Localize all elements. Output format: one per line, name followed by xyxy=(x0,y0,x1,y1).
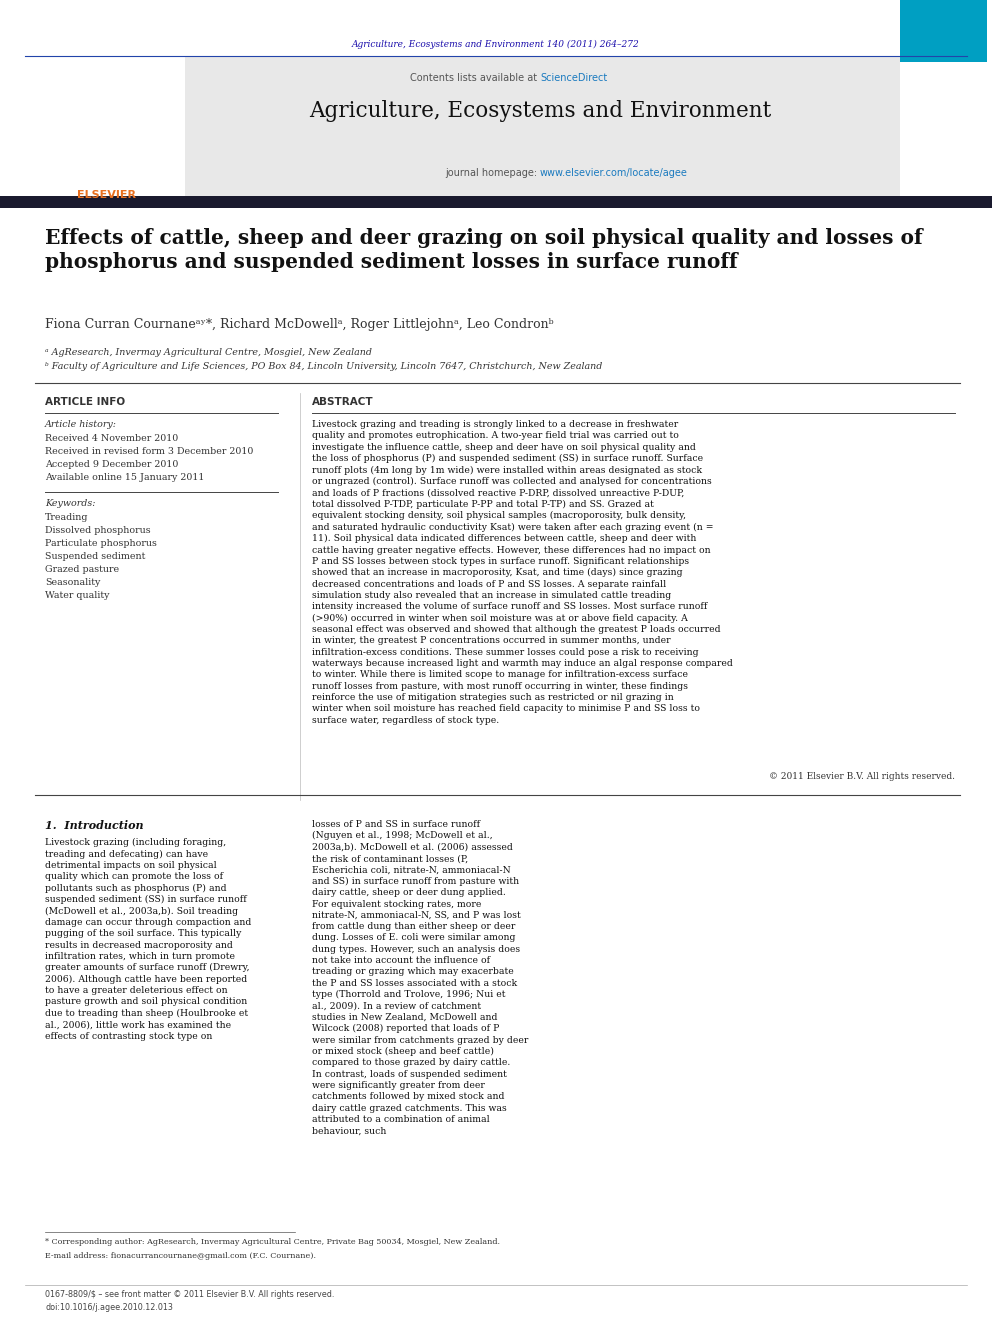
Text: Seasonality: Seasonality xyxy=(45,578,100,587)
Text: ᵃ AgResearch, Invermay Agricultural Centre, Mosgiel, New Zealand: ᵃ AgResearch, Invermay Agricultural Cent… xyxy=(45,348,372,357)
Text: Grazed pasture: Grazed pasture xyxy=(45,565,119,574)
Text: journal homepage:: journal homepage: xyxy=(444,168,540,179)
Text: Suspended sediment: Suspended sediment xyxy=(45,552,146,561)
Text: Effects of cattle, sheep and deer grazing on soil physical quality and losses of: Effects of cattle, sheep and deer grazin… xyxy=(45,228,923,273)
Text: Treading: Treading xyxy=(45,513,88,523)
Text: www.elsevier.com/locate/agee: www.elsevier.com/locate/agee xyxy=(540,168,687,179)
Text: Fiona Curran Cournaneᵃʸ*, Richard McDowellᵃ, Roger Littlejohnᵃ, Leo Condronᵇ: Fiona Curran Cournaneᵃʸ*, Richard McDowe… xyxy=(45,318,554,331)
Text: Keywords:: Keywords: xyxy=(45,499,95,508)
Text: losses of P and SS in surface runoff
(Nguyen et al., 1998; McDowell et al.,
2003: losses of P and SS in surface runoff (Ng… xyxy=(312,820,529,1135)
Bar xyxy=(0,196,992,208)
Text: ARTICLE INFO: ARTICLE INFO xyxy=(45,397,125,407)
Text: Received 4 November 2010: Received 4 November 2010 xyxy=(45,434,179,443)
Text: Available online 15 January 2011: Available online 15 January 2011 xyxy=(45,474,204,482)
Text: * Corresponding author: AgResearch, Invermay Agricultural Centre, Private Bag 50: * Corresponding author: AgResearch, Inve… xyxy=(45,1238,500,1246)
Bar xyxy=(185,56,900,196)
Text: Particulate phosphorus: Particulate phosphorus xyxy=(45,538,157,548)
Text: © 2011 Elsevier B.V. All rights reserved.: © 2011 Elsevier B.V. All rights reserved… xyxy=(769,773,955,781)
Text: ELSEVIER: ELSEVIER xyxy=(77,191,137,200)
Text: Livestock grazing and treading is strongly linked to a decrease in freshwater
qu: Livestock grazing and treading is strong… xyxy=(312,419,733,725)
Text: Article history:: Article history: xyxy=(45,419,117,429)
Text: ᵇ Faculty of Agriculture and Life Sciences, PO Box 84, Lincoln University, Linco: ᵇ Faculty of Agriculture and Life Scienc… xyxy=(45,363,602,370)
Text: Contents lists available at: Contents lists available at xyxy=(410,73,540,83)
Text: 0167-8809/$ – see front matter © 2011 Elsevier B.V. All rights reserved.: 0167-8809/$ – see front matter © 2011 El… xyxy=(45,1290,334,1299)
Text: Agriculture
Ecosystems &
Environment: Agriculture Ecosystems & Environment xyxy=(921,73,965,90)
Text: Livestock grazing (including foraging,
treading and defecating) can have
detrime: Livestock grazing (including foraging, t… xyxy=(45,837,251,1041)
Bar xyxy=(25,56,185,196)
Text: Dissolved phosphorus: Dissolved phosphorus xyxy=(45,527,151,534)
Text: Accepted 9 December 2010: Accepted 9 December 2010 xyxy=(45,460,179,468)
Text: Water quality: Water quality xyxy=(45,591,109,601)
Bar xyxy=(900,0,987,62)
Text: doi:10.1016/j.agee.2010.12.013: doi:10.1016/j.agee.2010.12.013 xyxy=(45,1303,173,1312)
Text: ScienceDirect: ScienceDirect xyxy=(540,73,607,83)
Text: E-mail address: fionacurrancournane@gmail.com (F.C. Cournane).: E-mail address: fionacurrancournane@gmai… xyxy=(45,1252,316,1259)
Text: Received in revised form 3 December 2010: Received in revised form 3 December 2010 xyxy=(45,447,253,456)
Text: 1.  Introduction: 1. Introduction xyxy=(45,820,144,831)
Text: ABSTRACT: ABSTRACT xyxy=(312,397,374,407)
Text: Agriculture, Ecosystems and Environment: Agriculture, Ecosystems and Environment xyxy=(309,101,771,122)
Text: Agriculture, Ecosystems and Environment 140 (2011) 264–272: Agriculture, Ecosystems and Environment … xyxy=(352,40,640,49)
